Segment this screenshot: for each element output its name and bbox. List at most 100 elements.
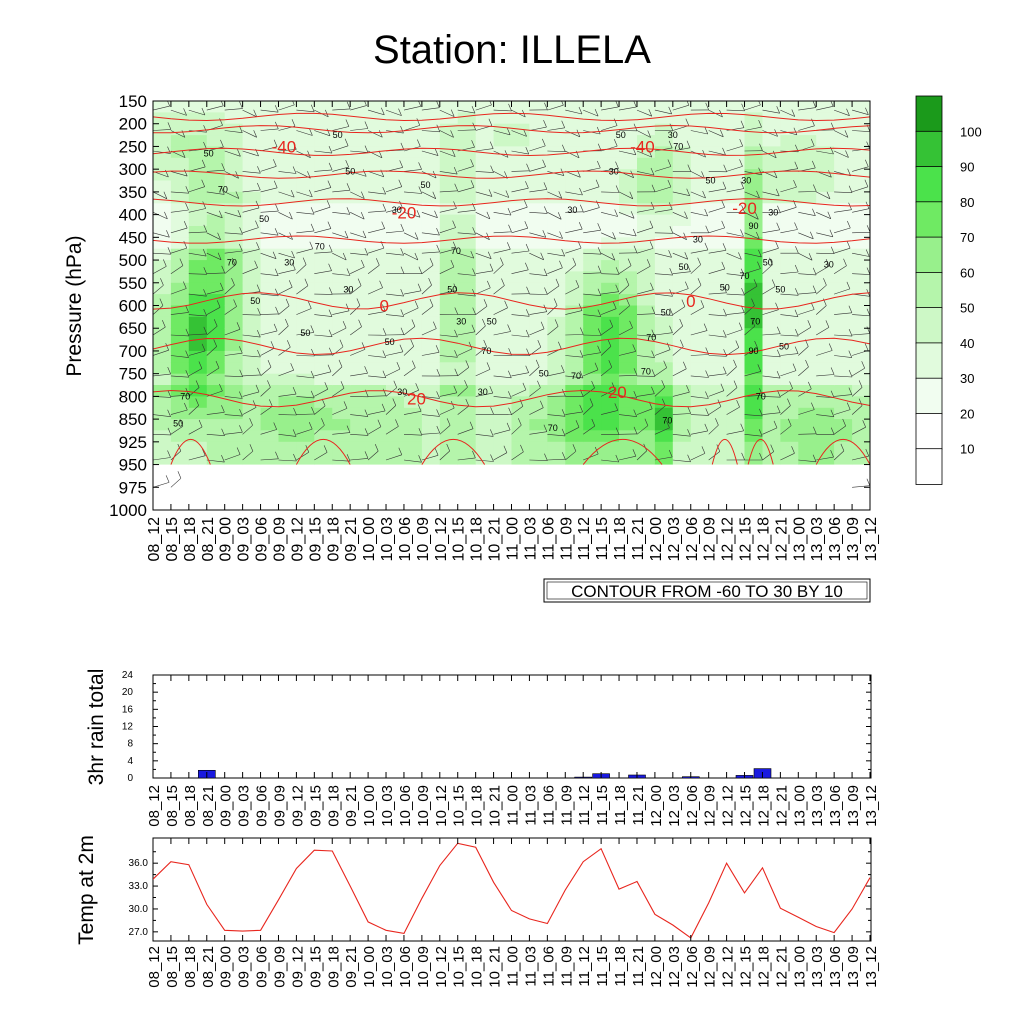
humidity-cell — [798, 180, 817, 193]
time-tick-label: 08_12 — [146, 517, 163, 562]
wind-barb — [708, 390, 725, 397]
wind-barb-feather — [810, 138, 815, 147]
wind-barb — [529, 459, 548, 461]
wind-barb-feather — [812, 101, 817, 108]
wind-barb-feather — [183, 168, 188, 177]
wind-barb — [314, 425, 325, 435]
wind-barb-feather — [167, 247, 172, 255]
wind-barb-feather — [845, 150, 849, 158]
wind-barb — [170, 375, 189, 378]
wind-barb — [565, 427, 580, 435]
wind-barb — [547, 285, 560, 295]
wind-barb-feather — [490, 407, 494, 415]
wind-barb — [350, 266, 365, 274]
humidity-cell — [421, 203, 441, 216]
wind-barb-feather — [489, 141, 494, 149]
humidity-cell — [493, 316, 513, 329]
humidity-cell — [170, 146, 190, 159]
wind-barb-feather — [794, 264, 799, 273]
humidity-cell — [583, 430, 602, 443]
time-tick-label: 12_18 — [756, 785, 773, 827]
humidity-cell — [350, 464, 369, 510]
humidity-cell — [798, 350, 817, 363]
time-tick-label: 12_06 — [684, 785, 701, 827]
wind-barb-feather — [608, 360, 613, 368]
humidity-cell — [206, 385, 226, 397]
humidity-cell — [368, 135, 387, 148]
wind-barb-feather — [410, 339, 414, 347]
wind-barb-feather — [346, 286, 351, 294]
wind-barb — [565, 411, 583, 415]
humidity-cell — [726, 419, 746, 431]
humidity-cell — [583, 214, 602, 227]
wind-barb-feather — [239, 346, 243, 354]
humidity-cell — [619, 146, 638, 159]
wind-barb-feather — [525, 262, 529, 270]
wind-barb — [475, 171, 494, 173]
wind-barb — [296, 332, 314, 336]
wind-barb — [511, 269, 529, 274]
wind-barb — [618, 351, 636, 356]
humidity-cell — [816, 282, 835, 295]
humidity-cell — [583, 305, 602, 318]
wind-barb — [583, 425, 595, 435]
wind-barb-feather — [776, 106, 780, 114]
humidity-cell — [637, 157, 656, 170]
humidity-cell — [224, 396, 244, 409]
colorbar-segment — [915, 166, 943, 203]
humidity-cell — [690, 101, 710, 113]
humidity-cell — [439, 226, 459, 238]
humidity-cell — [368, 146, 387, 159]
humidity-cell — [780, 271, 799, 284]
wind-barb — [368, 171, 384, 178]
humidity-cell — [332, 350, 351, 363]
wind-barb — [780, 271, 799, 274]
humidity-contour-label: 70 — [756, 391, 766, 401]
time-tick-label: 09_21 — [343, 517, 360, 562]
wind-barb — [421, 455, 439, 461]
wind-barb — [708, 268, 725, 274]
wind-barb — [636, 266, 651, 274]
temp-tick-label: 36.0 — [129, 858, 149, 869]
wind-barb-feather — [324, 382, 329, 390]
wind-barb — [296, 375, 315, 379]
wind-barb-feather — [846, 281, 851, 290]
humidity-cell — [421, 396, 441, 409]
humidity-cell — [260, 203, 280, 216]
humidity-cell — [439, 316, 459, 329]
humidity-cell — [798, 226, 817, 238]
wind-barb — [170, 312, 189, 315]
humidity-cell — [493, 146, 513, 159]
humidity-contour-label: 30 — [478, 387, 488, 397]
wind-barb-feather — [561, 428, 566, 437]
wind-barb-feather — [661, 380, 665, 388]
wind-barb — [403, 191, 422, 194]
wind-barb — [869, 253, 870, 254]
humidity-cell — [565, 237, 584, 250]
wind-barb — [403, 389, 419, 397]
humidity-contour-label: 30 — [768, 207, 778, 217]
humidity-cell — [368, 419, 387, 431]
wind-barb — [601, 125, 618, 131]
wind-barb-feather — [580, 327, 584, 335]
humidity-cell — [493, 112, 513, 125]
colorbar-segment — [915, 201, 943, 239]
humidity-cell — [421, 339, 441, 352]
time-tick-label: 13_12 — [863, 785, 880, 827]
wind-barb — [618, 212, 635, 219]
humidity-cell — [457, 407, 477, 420]
humidity-cell — [565, 157, 584, 170]
colorbar-segment — [915, 413, 943, 450]
humidity-cell — [762, 419, 781, 431]
humidity-cell — [547, 146, 566, 159]
humidity-cell — [654, 430, 674, 443]
humidity-cell — [242, 101, 262, 113]
humidity-cell — [421, 169, 441, 182]
humidity-cell — [421, 123, 441, 136]
wind-barb-feather — [412, 360, 416, 368]
wind-barb — [493, 452, 508, 461]
humidity-cell — [368, 271, 387, 284]
wind-barb — [869, 273, 870, 274]
wind-barb-feather — [183, 220, 188, 229]
humidity-cell — [583, 146, 602, 159]
